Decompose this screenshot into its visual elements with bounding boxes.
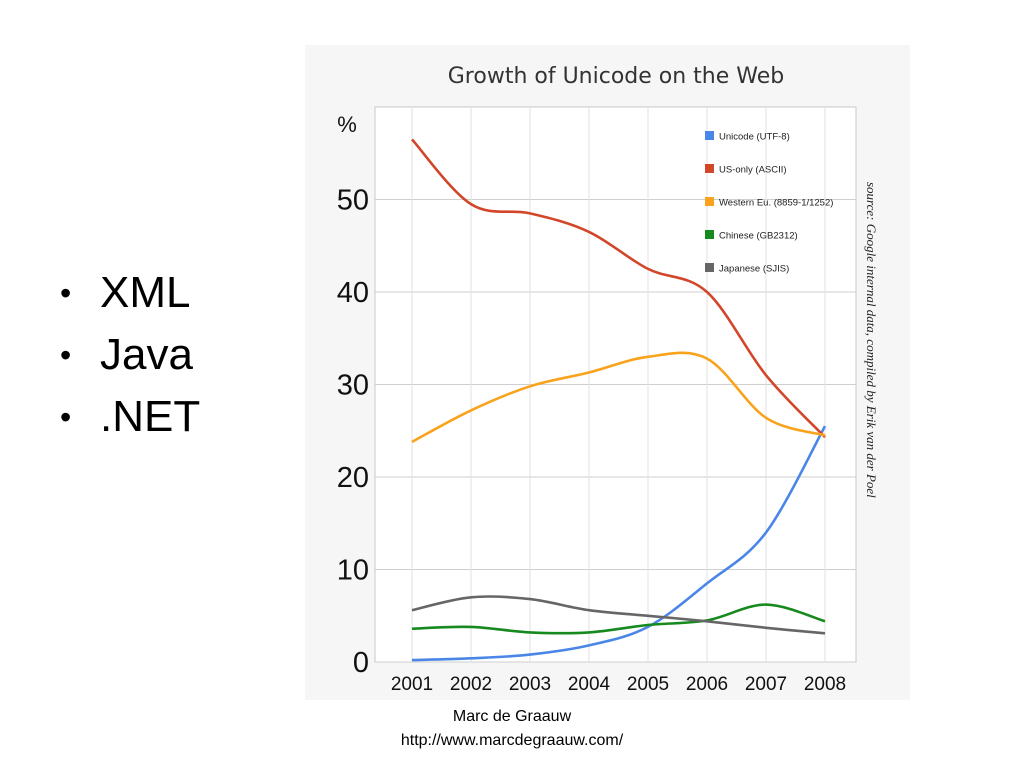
x-tick-label: 2005 xyxy=(627,674,669,695)
bullet-text: XML xyxy=(100,268,191,317)
bullet-marker: • xyxy=(60,399,72,435)
bullet-marker: • xyxy=(60,337,72,373)
series-line-unicode-utf-8 xyxy=(411,425,827,662)
legend: Unicode (UTF-8) US-only (ASCII) Western Eu… xyxy=(705,131,833,275)
x-tick-label: 2004 xyxy=(568,674,611,695)
legend-swatch xyxy=(705,164,714,173)
x-axis-ticks: 2001 2002 2003 2004 2005 2006 2007 2008 xyxy=(391,674,846,695)
gridlines xyxy=(374,106,857,663)
x-tick-label: 2008 xyxy=(804,674,846,695)
bullet-item: • XML xyxy=(60,262,200,324)
chart-title: Growth of Unicode on the Web xyxy=(448,64,785,89)
series-lines xyxy=(411,138,827,662)
x-tick-label: 2002 xyxy=(450,674,492,695)
series-line-us-only-ascii xyxy=(411,138,826,439)
bullet-marker: • xyxy=(60,275,72,311)
series-line-japanese-sjis xyxy=(411,595,826,635)
series-line-western-eu-8859-1-1252 xyxy=(411,351,826,444)
footer-url: http://www.marcdegraauw.com/ xyxy=(400,732,624,749)
bullet-item: • Java xyxy=(60,324,200,386)
source-note: source: Google internal data, compiled b… xyxy=(864,182,879,498)
line-chart: Growth of Unicode on the Web % 0 10 20 30 40… xyxy=(337,64,879,695)
bullet-text: .NET xyxy=(100,392,201,441)
bullet-text: Java xyxy=(100,330,193,379)
y-tick-label: 0 xyxy=(353,647,369,679)
legend-swatch xyxy=(705,263,714,272)
y-tick-label: 10 xyxy=(337,555,369,587)
y-tick-label: 40 xyxy=(337,277,369,309)
legend-label: Unicode (UTF-8) xyxy=(719,132,790,143)
bullet-item: • .NET xyxy=(60,386,200,448)
series-line-chinese-gb2312 xyxy=(411,603,826,635)
y-tick-label: 50 xyxy=(337,185,369,217)
legend-label: Western Eu. (8859-1/1252) xyxy=(719,198,833,209)
y-axis-ticks: 0 10 20 30 40 50 xyxy=(337,185,369,680)
legend-label: Japanese (SJIS) xyxy=(719,264,789,275)
chart-panel: Growth of Unicode on the Web % 0 10 20 30 40… xyxy=(305,45,910,700)
y-axis-label: % xyxy=(337,112,357,137)
x-tick-label: 2003 xyxy=(509,674,551,695)
x-tick-label: 2007 xyxy=(745,674,787,695)
y-tick-label: 20 xyxy=(337,462,369,494)
legend-swatch xyxy=(705,197,714,206)
y-tick-label: 30 xyxy=(337,370,369,402)
legend-swatch xyxy=(705,131,714,140)
legend-label: US-only (ASCII) xyxy=(719,165,787,176)
legend-swatch xyxy=(705,230,714,239)
bullet-list: • XML • Java • .NET xyxy=(60,262,200,448)
footer-author: Marc de Graauw xyxy=(452,708,572,725)
x-tick-label: 2001 xyxy=(391,674,433,695)
x-tick-label: 2006 xyxy=(686,674,728,695)
legend-label: Chinese (GB2312) xyxy=(719,231,798,242)
